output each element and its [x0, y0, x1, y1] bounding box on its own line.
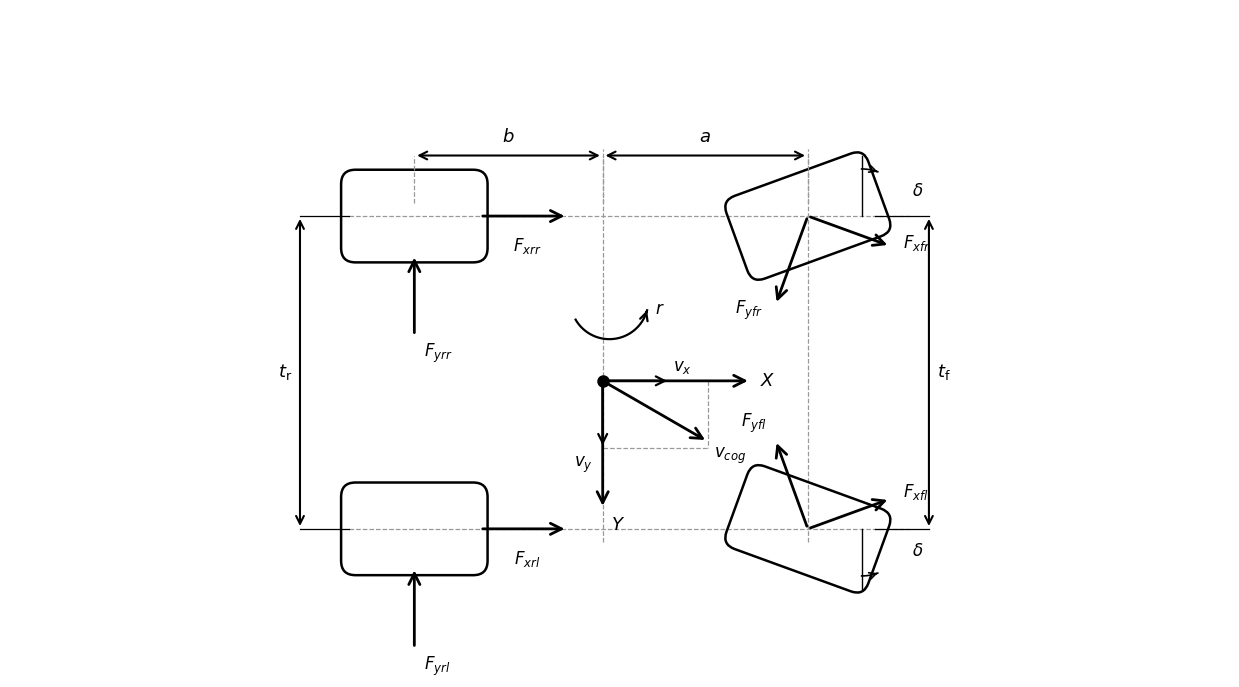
Text: $a$: $a$: [699, 128, 711, 146]
Text: $\delta$: $\delta$: [912, 543, 923, 560]
Text: $F_{xfr}$: $F_{xfr}$: [903, 234, 930, 254]
Text: $F_{yrr}$: $F_{yrr}$: [425, 342, 453, 365]
Text: $t_{\rm f}$: $t_{\rm f}$: [937, 363, 950, 383]
Text: $F_{xrr}$: $F_{xrr}$: [513, 236, 541, 256]
Text: $v_{cog}$: $v_{cog}$: [714, 446, 747, 466]
Text: $F_{xrl}$: $F_{xrl}$: [514, 549, 540, 569]
Text: $\delta$: $\delta$: [912, 183, 923, 200]
Text: $r$: $r$: [655, 301, 665, 317]
Text: $Y$: $Y$: [611, 517, 624, 534]
Text: $t_{\rm r}$: $t_{\rm r}$: [278, 363, 292, 383]
Text: $X$: $X$: [760, 372, 776, 390]
Text: $F_{xfl}$: $F_{xfl}$: [903, 482, 929, 502]
Text: $F_{yfl}$: $F_{yfl}$: [741, 412, 767, 436]
Text: $b$: $b$: [502, 128, 514, 146]
Text: $v_y$: $v_y$: [574, 455, 592, 475]
Text: $v_x$: $v_x$: [673, 359, 693, 376]
Text: $F_{yrl}$: $F_{yrl}$: [425, 655, 451, 678]
Text: $F_{yfr}$: $F_{yfr}$: [735, 299, 763, 322]
